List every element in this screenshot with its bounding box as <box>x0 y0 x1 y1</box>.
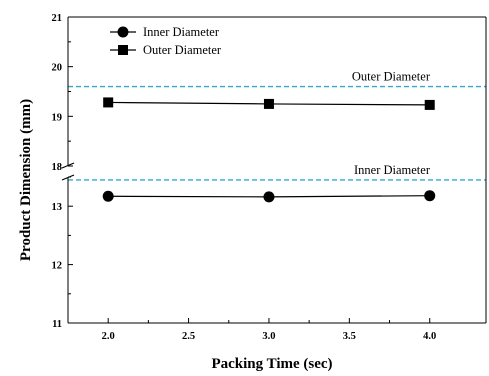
y-tick-label: 21 <box>52 13 63 24</box>
legend-label: Inner Diameter <box>143 25 220 39</box>
y-axis-title: Product Dimension (mm) <box>18 99 34 261</box>
reference-line-label: Inner Diameter <box>354 163 431 177</box>
data-point-circle <box>424 190 436 202</box>
data-point-square <box>263 98 274 109</box>
data-point-square <box>103 97 114 108</box>
x-tick-label: 2.5 <box>182 331 195 342</box>
x-tick-label: 4.0 <box>423 331 436 342</box>
data-point-circle <box>102 190 114 202</box>
x-tick-label: 3.5 <box>343 331 356 342</box>
y-tick-label: 20 <box>52 63 63 74</box>
y-tick-label: 12 <box>52 261 63 272</box>
legend-marker-circle <box>117 26 129 38</box>
x-tick-label: 3.0 <box>262 331 275 342</box>
data-point-circle <box>263 191 275 203</box>
data-point-square <box>424 99 435 110</box>
legend: Inner Diameter Outer Diameter <box>110 25 222 57</box>
legend-marker-square <box>118 45 128 55</box>
legend-label: Outer Diameter <box>143 43 222 57</box>
data-markers <box>102 97 436 203</box>
y-tick-label: 11 <box>52 319 62 330</box>
x-axis-title: Packing Time (sec) <box>211 356 332 372</box>
x-tick-label: 2.0 <box>102 331 115 342</box>
reference-line-label: Outer Diameter <box>352 70 431 84</box>
y-tick-label: 19 <box>52 112 63 123</box>
series-lines <box>108 101 430 198</box>
y-tick-label: 18 <box>52 162 63 173</box>
reference-lines: Outer Diameter Inner Diameter <box>68 70 486 181</box>
y-tick-label: 13 <box>52 202 63 213</box>
axes: 2.0 2.5 3.0 3.5 4.0 11 12 13 18 19 20 21 <box>52 13 487 342</box>
